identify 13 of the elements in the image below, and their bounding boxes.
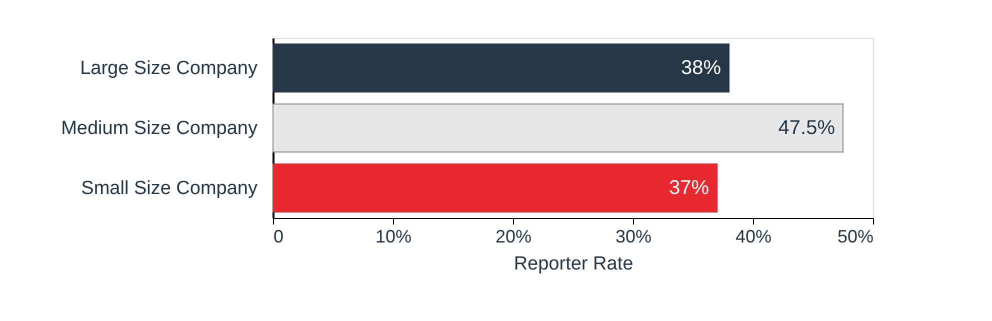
- x-tick-label: 0: [274, 226, 284, 246]
- x-tick-label: 50%: [837, 226, 874, 246]
- y-tick-label: Medium Size Company: [61, 118, 258, 139]
- x-tick-label: 20%: [495, 226, 532, 246]
- x-tick-label: 10%: [375, 226, 412, 246]
- y-tick-label: Large Size Company: [80, 58, 258, 79]
- y-tick-label: Small Size Company: [81, 178, 258, 199]
- x-tick-label: 40%: [735, 226, 772, 246]
- x-tick-label: 30%: [615, 226, 652, 246]
- data-label: 37%: [668, 177, 710, 199]
- data-label: 38%: [680, 57, 722, 79]
- data-label: 47.5%: [778, 117, 836, 139]
- x-axis-title: Reporter Rate: [514, 254, 634, 274]
